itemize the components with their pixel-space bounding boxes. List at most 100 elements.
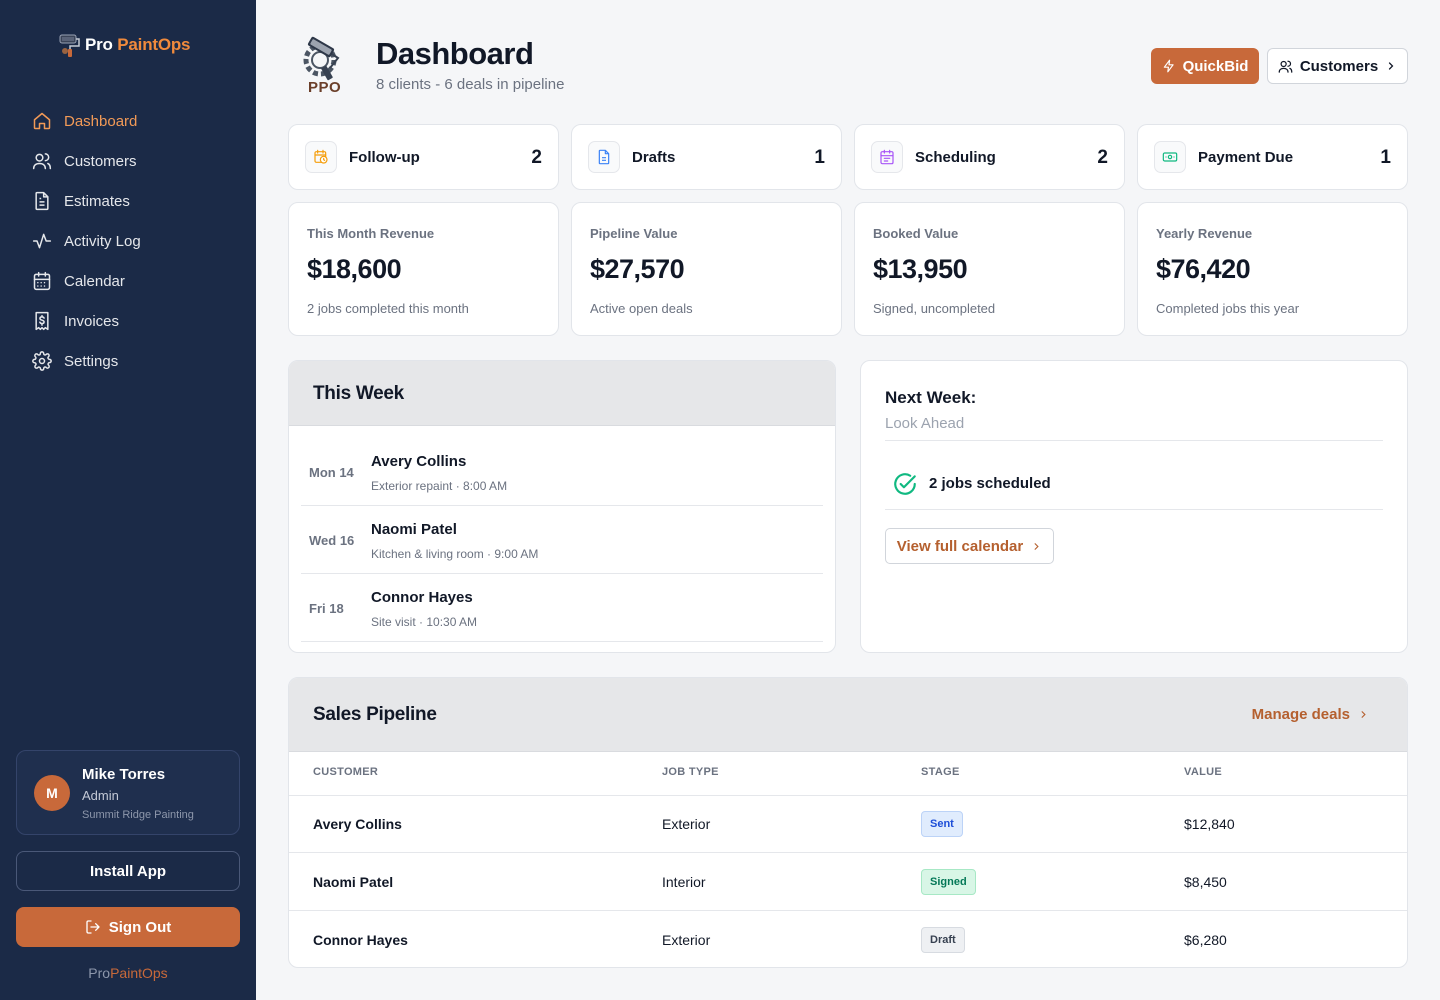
week-day: Fri 18 — [309, 600, 344, 616]
chevron-right-icon — [1034, 542, 1039, 550]
status-card-scheduling[interactable]: Scheduling 2 — [854, 124, 1125, 190]
column-header-stage[interactable]: STAGE — [921, 766, 960, 778]
cell-stage: Draft — [921, 911, 965, 967]
cell-customer: Avery Collins — [313, 815, 402, 832]
week-day: Wed 16 — [309, 532, 355, 548]
week-detail: Exterior repaint · 8:00 AM — [371, 479, 508, 493]
stat-value: $13,950 — [873, 254, 968, 284]
status-badge: Sent — [921, 810, 963, 837]
status-label: Payment Due — [1198, 149, 1294, 166]
document-icon — [598, 149, 610, 165]
page-title: Dashboard — [376, 36, 534, 71]
sign-out-label: Sign Out — [108, 918, 172, 936]
manage-deals-link[interactable]: Manage deals — [1252, 706, 1369, 723]
chevron-right-icon — [1389, 62, 1394, 70]
status-icon-box — [305, 141, 337, 173]
customers-button[interactable]: Customers — [1267, 48, 1408, 84]
sign-out-icon — [86, 920, 100, 934]
status-card-drafts[interactable]: Drafts 1 — [571, 124, 842, 190]
lightning-icon — [1163, 59, 1174, 73]
sidebar-item-dashboard[interactable]: Dashboard — [16, 101, 240, 141]
users-icon — [32, 153, 52, 170]
stat-label: Yearly Revenue — [1156, 226, 1253, 241]
sidebar-item-label: Settings — [64, 352, 119, 370]
sidebar-item-label: Dashboard — [64, 112, 138, 130]
stat-note: Active open deals — [590, 301, 693, 316]
table-row[interactable]: Connor Hayes Exterior Draft $6,280 — [289, 911, 1407, 967]
sidebar-item-calendar[interactable]: Calendar — [16, 261, 240, 301]
document-icon — [35, 191, 49, 211]
cell-job-type: Exterior — [662, 815, 711, 832]
sidebar-item-invoices[interactable]: Invoices — [16, 301, 240, 341]
table-row[interactable]: Naomi Patel Interior Signed $8,450 — [289, 853, 1407, 911]
column-header-customer[interactable]: CUSTOMER — [313, 766, 379, 778]
cash-icon — [1162, 152, 1178, 162]
stat-value: $27,570 — [590, 254, 685, 284]
paint-roller-gear-logo-icon — [303, 36, 340, 81]
status-label: Follow-up — [349, 149, 420, 166]
install-app-label: Install App — [89, 862, 167, 880]
user-card[interactable]: M Mike Torres Admin Summit Ridge Paintin… — [16, 750, 240, 835]
list-item[interactable]: Mon 14 Avery Collins Exterior repaint · … — [301, 438, 823, 506]
gear-icon — [32, 351, 52, 371]
status-count: 1 — [814, 147, 825, 168]
status-card-follow-up[interactable]: Follow-up 2 — [288, 124, 559, 190]
view-calendar-button[interactable]: View full calendar — [885, 528, 1054, 564]
list-item[interactable]: Fri 18 Connor Hayes Site visit · 10:30 A… — [301, 574, 823, 642]
status-card-payment-due[interactable]: Payment Due 1 — [1137, 124, 1408, 190]
calendar-icon — [880, 149, 894, 165]
status-icon-box — [871, 141, 903, 173]
divider — [885, 509, 1383, 510]
stat-value: $76,420 — [1156, 254, 1251, 284]
next-week-title: Next Week: — [885, 388, 977, 407]
sidebar-item-customers[interactable]: Customers — [16, 141, 240, 181]
this-week-title: This Week — [313, 383, 404, 404]
install-app-button[interactable]: Install App — [16, 851, 240, 891]
status-count: 2 — [531, 147, 542, 168]
sidebar-item-activity-log[interactable]: Activity Log — [16, 221, 240, 261]
footer-brand-accent: PaintOps — [110, 965, 168, 981]
status-badge: Signed — [921, 868, 976, 895]
week-detail: Site visit · 10:30 AM — [371, 615, 478, 629]
stat-card-yearly-revenue: Yearly Revenue $76,420 Completed jobs th… — [1137, 202, 1408, 336]
sales-pipeline-header: Sales Pipeline Manage deals — [289, 678, 1407, 752]
sign-out-button[interactable]: Sign Out — [16, 907, 240, 947]
column-header-job-type[interactable]: JOB TYPE — [662, 766, 719, 778]
brand-logo[interactable]: Pro PaintOps — [57, 32, 191, 58]
sales-pipeline-panel: Sales Pipeline Manage deals CUSTOMER JOB… — [288, 677, 1408, 968]
user-company: Summit Ridge Painting — [82, 809, 194, 821]
stat-value: $18,600 — [307, 254, 402, 284]
sales-pipeline-title: Sales Pipeline — [313, 704, 437, 725]
check-circle-icon — [894, 473, 916, 495]
sidebar-item-label: Estimates — [64, 192, 130, 210]
footer-brand-prefix: Pro — [88, 965, 111, 981]
sidebar-item-estimates[interactable]: Estimates — [16, 181, 240, 221]
stat-label: Booked Value — [873, 226, 959, 241]
status-icon-box — [1154, 141, 1186, 173]
week-customer: Connor Hayes — [371, 589, 473, 606]
table-row[interactable]: Avery Collins Exterior Sent $12,840 — [289, 795, 1407, 853]
column-header-value[interactable]: VALUE — [1184, 766, 1222, 778]
quickbid-label: QuickBid — [1182, 57, 1249, 75]
chevron-right-icon — [1361, 711, 1366, 718]
list-item[interactable]: Wed 16 Naomi Patel Kitchen & living room… — [301, 506, 823, 574]
sidebar-item-label: Activity Log — [64, 232, 141, 250]
week-customer: Avery Collins — [371, 453, 467, 470]
sidebar-item-settings[interactable]: Settings — [16, 341, 240, 381]
cell-job-type: Exterior — [662, 932, 711, 948]
view-calendar-label: View full calendar — [896, 537, 1024, 555]
stat-note: Signed, uncompleted — [873, 301, 996, 316]
cell-value: $6,280 — [1184, 932, 1227, 948]
cell-stage: Signed — [921, 853, 976, 910]
quickbid-button[interactable]: QuickBid — [1151, 48, 1259, 84]
stat-card-pipeline-value: Pipeline Value $27,570 Active open deals — [571, 202, 842, 336]
week-day: Mon 14 — [309, 464, 354, 480]
next-week-panel: Next Week: Look Ahead 2 jobs scheduled V… — [860, 360, 1408, 653]
next-week-count: 2 jobs scheduled — [929, 475, 1051, 492]
header-logo-text: PPO — [308, 79, 342, 96]
stat-label: Pipeline Value — [590, 226, 678, 241]
brand-prefix: Pro — [85, 35, 113, 54]
paint-roller-logo-icon — [59, 34, 80, 57]
cell-customer: Connor Hayes — [313, 932, 408, 948]
divider — [885, 440, 1383, 441]
